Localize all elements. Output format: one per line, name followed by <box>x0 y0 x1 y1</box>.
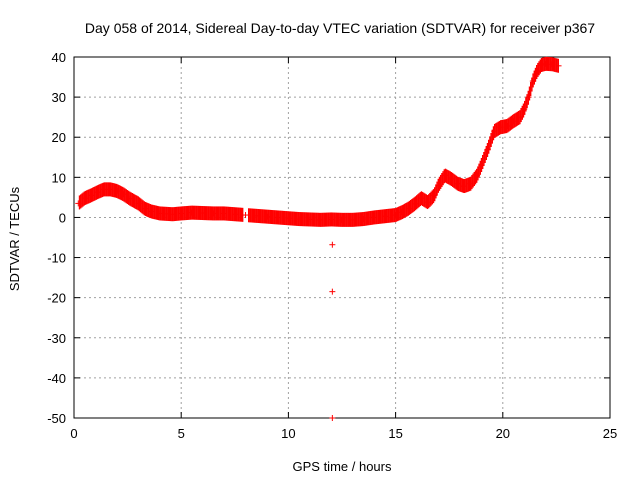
data-point <box>120 191 127 198</box>
data-point <box>435 182 442 189</box>
y-tick-label: 30 <box>52 90 66 105</box>
data-point <box>141 205 148 212</box>
data-point <box>296 216 303 223</box>
data-point <box>339 216 345 223</box>
data-point <box>529 78 536 85</box>
axis-ticks: 0 5 10 15 20 25 -50 -40 -30 -20 -10 0 10 20 30 40 <box>47 50 617 441</box>
y-tick-label: -20 <box>47 291 66 306</box>
outlier-point <box>329 415 336 421</box>
data-point <box>360 216 367 223</box>
data-point <box>371 214 378 221</box>
x-tick-label: 15 <box>388 426 402 441</box>
data-point <box>525 94 532 101</box>
x-tick-label: 20 <box>496 426 510 441</box>
data-point <box>467 180 474 187</box>
data-point <box>491 128 498 135</box>
y-axis-label: SDTVAR / TECUs <box>7 186 22 291</box>
outlier-point <box>329 288 336 295</box>
y-tick-label: 40 <box>52 50 66 65</box>
data-point <box>253 212 260 219</box>
data-point <box>534 68 541 75</box>
data-point <box>88 192 95 199</box>
series-sdtvar <box>75 56 562 227</box>
y-tick-label: -30 <box>47 331 66 346</box>
data-point <box>484 146 491 153</box>
data-point <box>156 210 163 217</box>
data-point <box>101 186 108 193</box>
y-tick-label: 10 <box>52 170 66 185</box>
data-point <box>81 195 88 202</box>
y-tick-label: 0 <box>59 210 66 225</box>
data-point <box>521 106 528 113</box>
data-point <box>163 210 170 217</box>
data-point <box>510 118 517 125</box>
data-point <box>126 195 133 202</box>
x-tick-label: 5 <box>178 426 185 441</box>
data-point <box>411 200 418 207</box>
data-point <box>405 205 412 212</box>
data-point <box>461 183 468 190</box>
plot-area-frame <box>73 56 611 419</box>
data-point <box>392 212 399 219</box>
data-point <box>555 62 562 69</box>
data-point <box>424 199 431 206</box>
data-point <box>306 216 313 223</box>
data-point <box>221 210 228 217</box>
chart-title: Day 058 of 2014, Sidereal Day-to-day VTE… <box>85 20 595 36</box>
data-point <box>349 216 356 223</box>
data-point <box>454 180 461 187</box>
data-point <box>538 62 545 69</box>
data-point <box>431 192 438 199</box>
outlier-point <box>329 241 336 248</box>
data-point <box>317 216 324 223</box>
data-point <box>107 186 114 193</box>
y-tick-label: 20 <box>52 130 66 145</box>
data-point <box>328 216 335 223</box>
data-point <box>474 172 481 179</box>
y-tick-label: -40 <box>47 371 66 386</box>
data-point <box>148 208 155 215</box>
data-point <box>135 200 142 207</box>
x-tick-label: 10 <box>281 426 295 441</box>
data-point <box>178 210 185 217</box>
data-point <box>441 172 448 179</box>
data-point <box>381 213 388 220</box>
data-point <box>542 60 549 67</box>
data-point <box>478 162 485 169</box>
data-point <box>274 214 281 221</box>
data-point <box>242 212 249 219</box>
y-tick-label: -10 <box>47 251 66 266</box>
data-point <box>504 122 511 129</box>
data-point <box>516 114 523 121</box>
data-point <box>113 187 120 194</box>
series-outliers <box>329 241 336 421</box>
data-point <box>418 195 425 202</box>
data-point <box>549 61 556 68</box>
x-tick-label: 25 <box>603 426 617 441</box>
data-point <box>399 209 406 216</box>
data-point <box>188 209 195 216</box>
data-point <box>199 210 206 217</box>
y-tick-label: -50 <box>47 411 66 426</box>
data-point <box>263 213 270 220</box>
data-series <box>75 56 562 421</box>
data-point <box>448 175 455 182</box>
grid-lines <box>74 57 610 418</box>
data-point <box>75 200 82 207</box>
x-tick-label: 0 <box>70 426 77 441</box>
x-axis-label: GPS time / hours <box>293 459 392 474</box>
data-point <box>210 210 217 217</box>
data-point <box>285 215 292 222</box>
data-point <box>497 124 504 131</box>
data-point <box>169 211 176 218</box>
data-point <box>94 189 101 196</box>
data-point <box>231 211 238 218</box>
